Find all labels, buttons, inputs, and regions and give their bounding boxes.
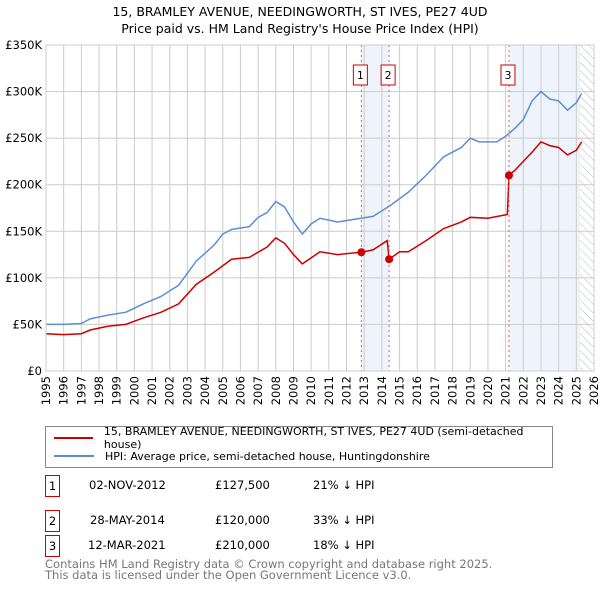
transaction-row: 3 12-MAR-2021 £210,000 18% ↓ HPI (45, 535, 545, 557)
chart-title: 15, BRAMLEY AVENUE, NEEDINGWORTH, ST IVE… (0, 3, 600, 37)
sale-point (504, 171, 513, 180)
sale-label: 3 (504, 69, 511, 82)
transaction-hpi-diff: 18% ↓ HPI (313, 538, 375, 552)
price-chart: 1 2 3 £0 £50K £100K £150K £200K £250K £300K £350K 1… (5, 38, 600, 405)
x-tick-label: 2016 (410, 376, 424, 405)
x-tick-label: 2000 (127, 376, 141, 405)
x-tick-label: 2020 (481, 376, 495, 405)
transaction-date: 12-MAR-2021 (88, 538, 166, 552)
y-tick-label: £300K (5, 85, 42, 99)
shaded-period (508, 45, 580, 371)
x-tick-label: 2002 (163, 376, 177, 405)
legend: 15, BRAMLEY AVENUE, NEEDINGWORTH, ST IVE… (45, 425, 553, 468)
y-tick-label: £250K (5, 131, 42, 145)
x-tick-label: 1997 (74, 376, 88, 405)
legend-swatch-blue (54, 455, 94, 457)
x-tick-label: 2003 (180, 376, 194, 405)
sale-label-box (352, 64, 368, 86)
x-tick-label: 2023 (534, 376, 548, 405)
footer-line: This data is licensed under the Open Gov… (45, 568, 412, 582)
x-tick-label: 2017 (428, 376, 442, 405)
y-tick-label: £350K (5, 38, 42, 52)
legend-swatch-red (54, 437, 93, 439)
legend-label: 15, BRAMLEY AVENUE, NEEDINGWORTH, ST IVE… (103, 425, 524, 451)
y-tick-label: £100K (5, 271, 42, 285)
transaction-price: £210,000 (215, 538, 270, 552)
x-tick-label: 2008 (269, 376, 283, 405)
transaction-hpi-diff: 33% ↓ HPI (313, 513, 375, 527)
x-tick-label: 2026 (587, 376, 600, 405)
transaction-number: 2 (45, 510, 60, 532)
x-tick-label: 2025 (569, 376, 583, 405)
sale-point (357, 248, 366, 257)
shaded-period (361, 45, 390, 371)
series-line (45, 140, 583, 336)
x-tick-label: 2015 (393, 376, 407, 405)
legend-item-property: 15, BRAMLEY AVENUE, NEEDINGWORTH, ST IVE… (54, 425, 552, 451)
sale-label-box (500, 64, 516, 86)
transaction-price: £127,500 (215, 478, 270, 492)
x-tick-label: 1998 (92, 376, 106, 405)
x-tick-label: 2014 (375, 376, 389, 405)
x-tick-label: 2021 (499, 376, 513, 405)
subtitle-line: Price paid vs. HM Land Registry's House … (121, 21, 479, 36)
y-tick-label: £200K (5, 178, 42, 192)
footer-line: Contains HM Land Registry data © Crown c… (45, 557, 493, 571)
title-line: 15, BRAMLEY AVENUE, NEEDINGWORTH, ST IVE… (112, 4, 488, 19)
x-tick-label: 1996 (57, 376, 71, 405)
x-tick-label: 2001 (145, 376, 159, 405)
x-tick-label: 2013 (357, 376, 371, 405)
legend-label: HPI: Average price, semi-detached house,… (105, 449, 430, 463)
x-tick-label: 2009 (286, 376, 300, 405)
y-tick-label: £50K (13, 317, 43, 331)
x-tick-label: 2011 (322, 376, 336, 405)
x-tick-label: 2007 (251, 376, 265, 405)
x-tick-label: 2022 (516, 376, 530, 405)
x-tick-label: 2019 (463, 376, 477, 405)
footer: Contains HM Land Registry data © Crown c… (45, 557, 493, 582)
transaction-price: £120,000 (215, 513, 270, 527)
x-tick-label: 1995 (39, 376, 53, 405)
transaction-number: 1 (45, 475, 60, 497)
transaction-row: 2 28-MAY-2014 £120,000 33% ↓ HPI (45, 510, 545, 532)
transaction-number: 3 (45, 535, 60, 557)
transaction-date: 28-MAY-2014 (90, 513, 165, 527)
x-tick-label: 2004 (198, 376, 212, 405)
sale-point (385, 255, 394, 264)
x-tick-label: 1999 (110, 376, 124, 405)
plot-border (45, 44, 595, 372)
sale-label: 2 (385, 69, 392, 82)
x-tick-label: 2010 (304, 376, 318, 405)
series-line (46, 90, 583, 326)
x-tick-label: 2005 (216, 376, 230, 405)
transaction-row: 1 02-NOV-2012 £127,500 21% ↓ HPI (45, 475, 545, 497)
legend-item-hpi: HPI: Average price, semi-detached house,… (54, 448, 430, 464)
transaction-date: 02-NOV-2012 (89, 478, 166, 492)
transaction-hpi-diff: 21% ↓ HPI (313, 478, 375, 492)
x-tick-label: 2012 (340, 376, 354, 405)
x-tick-label: 2006 (233, 376, 247, 405)
sale-label: 1 (357, 69, 364, 82)
y-tick-label: £0 (27, 364, 42, 378)
x-tick-label: 2024 (552, 376, 566, 405)
sale-label-box (380, 64, 396, 86)
y-tick-label: £150K (5, 224, 42, 238)
forecast-hatch (579, 45, 594, 371)
x-tick-label: 2018 (446, 376, 460, 405)
